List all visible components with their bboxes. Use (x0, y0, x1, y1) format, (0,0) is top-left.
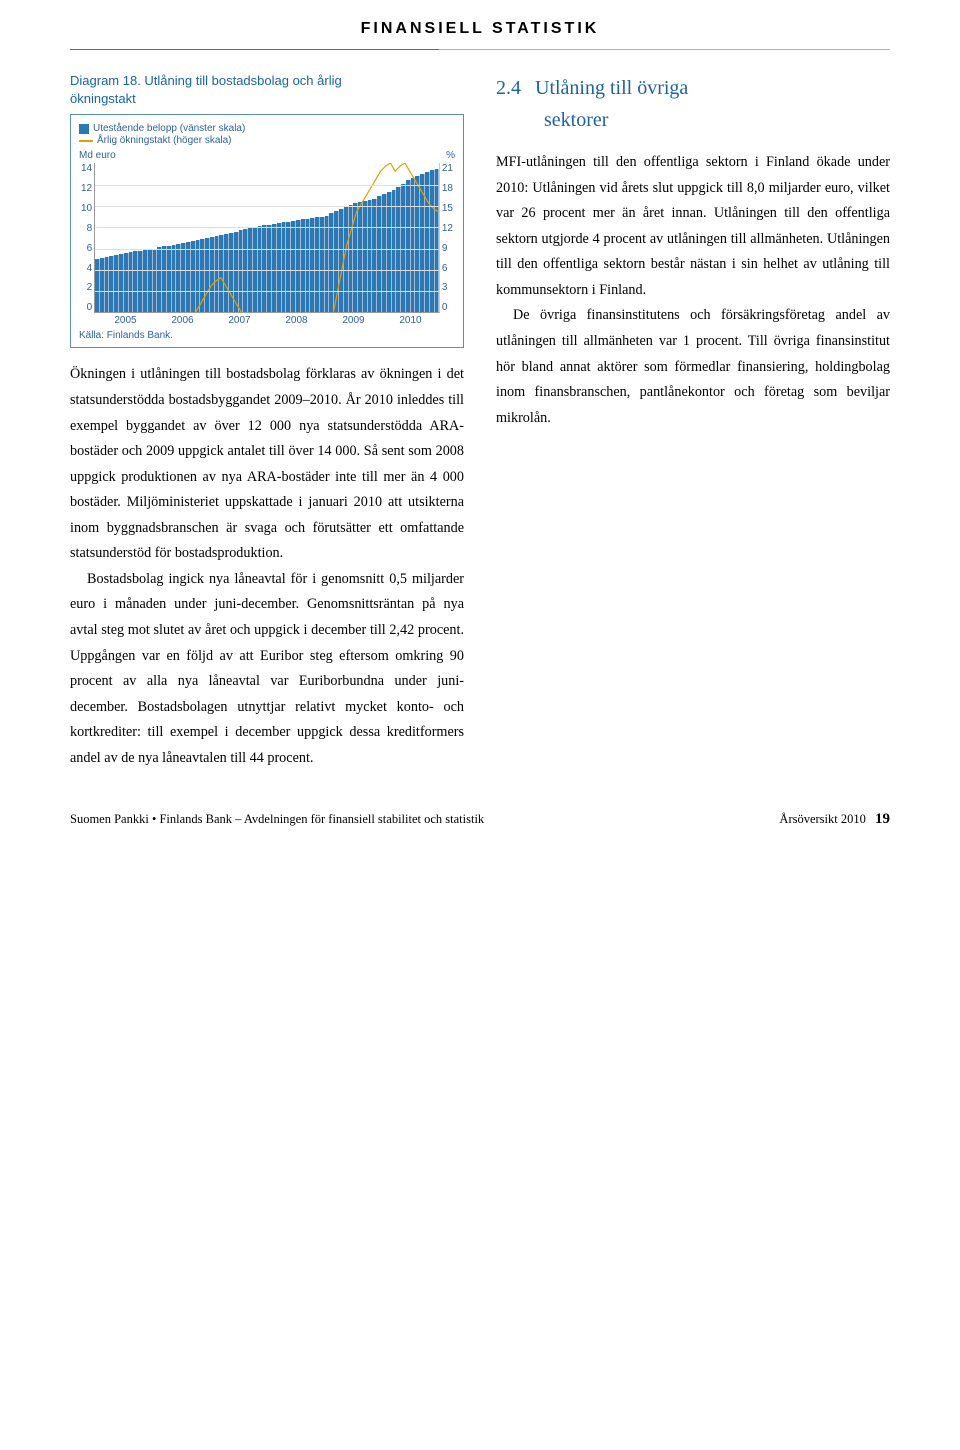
page-number: 19 (875, 811, 890, 827)
footer-right: Årsöversikt 2010 (779, 812, 865, 826)
page-header-label: FINANSIELL STATISTIK (70, 20, 890, 38)
yaxis-right-tick: 12 (442, 223, 453, 234)
xaxis-tick: 2006 (154, 315, 211, 326)
yaxis-right-tick: 0 (442, 302, 453, 313)
diagram-title-line2: ökningstakt (70, 91, 136, 106)
section-title-line2: sektorer (544, 104, 890, 136)
yaxis-left-tick: 14 (81, 163, 92, 174)
yaxis-right-tick: 21 (442, 163, 453, 174)
yaxis-right-tick: 9 (442, 243, 453, 254)
right-axis-title: % (446, 150, 455, 161)
chart-source: Källa: Finlands Bank. (79, 330, 455, 341)
yaxis-left-tick: 8 (81, 223, 92, 234)
header-rule (70, 46, 890, 52)
yaxis-left-tick: 10 (81, 203, 92, 214)
left-column-text: Ökningen i utlåningen till bostadsbolag … (70, 362, 464, 771)
chart-frame: Utestående belopp (vänster skala) Årlig … (70, 114, 464, 348)
footer-left: Suomen Pankki • Finlands Bank – Avdelnin… (70, 812, 484, 827)
left-para-2-text: Bostadsbolag ingick nya låneavtal för i … (70, 571, 464, 766)
yaxis-right-tick: 15 (442, 203, 453, 214)
right-para-2: De övriga finansinstitutens och försäkri… (496, 303, 890, 431)
x-axis: 200520062007200820092010 (79, 315, 455, 326)
right-para-1: MFI-utlåningen till den offentliga sekto… (496, 150, 890, 303)
right-para-2-text: De övriga finansinstitutens och försäkri… (496, 307, 890, 425)
legend-swatch-bars (79, 124, 89, 134)
diagram-title-line1: Diagram 18. Utlåning till bostadsbolag o… (70, 73, 342, 88)
chart-plot (94, 163, 440, 313)
plot-area: 14 12 10 8 6 4 2 0 21 18 15 12 9 6 3 0 (79, 163, 455, 313)
yaxis-left-tick: 0 (81, 302, 92, 313)
section-number: 2.4 (496, 72, 521, 104)
chart-legend: Utestående belopp (vänster skala) Årlig … (79, 123, 455, 146)
y-axis-left: 14 12 10 8 6 4 2 0 (79, 163, 94, 313)
left-para-2: Bostadsbolag ingick nya låneavtal för i … (70, 567, 464, 772)
section-title-line1: Utlåning till övriga (535, 77, 688, 99)
left-para-1: Ökningen i utlåningen till bostadsbolag … (70, 362, 464, 567)
xaxis-tick: 2005 (97, 315, 154, 326)
yaxis-left-tick: 6 (81, 243, 92, 254)
page-footer: Suomen Pankki • Finlands Bank – Avdelnin… (70, 811, 890, 828)
legend-label-series2: Årlig ökningstakt (höger skala) (97, 135, 232, 146)
xaxis-tick: 2008 (268, 315, 325, 326)
xaxis-tick: 2009 (325, 315, 382, 326)
yaxis-left-tick: 12 (81, 183, 92, 194)
xaxis-tick: 2010 (382, 315, 439, 326)
y-axis-right: 21 18 15 12 9 6 3 0 (440, 163, 455, 313)
legend-label-series1: Utestående belopp (vänster skala) (93, 123, 245, 134)
section-heading: 2.4 Utlåning till övriga sektorer (496, 72, 890, 136)
yaxis-right-tick: 6 (442, 263, 453, 274)
diagram-title: Diagram 18. Utlåning till bostadsbolag o… (70, 72, 464, 108)
yaxis-right-tick: 3 (442, 282, 453, 293)
yaxis-right-tick: 18 (442, 183, 453, 194)
legend-swatch-line (79, 140, 93, 142)
left-axis-title: Md euro (79, 150, 116, 161)
xaxis-tick: 2007 (211, 315, 268, 326)
right-column-text: MFI-utlåningen till den offentliga sekto… (496, 150, 890, 431)
yaxis-left-tick: 4 (81, 263, 92, 274)
yaxis-left-tick: 2 (81, 282, 92, 293)
